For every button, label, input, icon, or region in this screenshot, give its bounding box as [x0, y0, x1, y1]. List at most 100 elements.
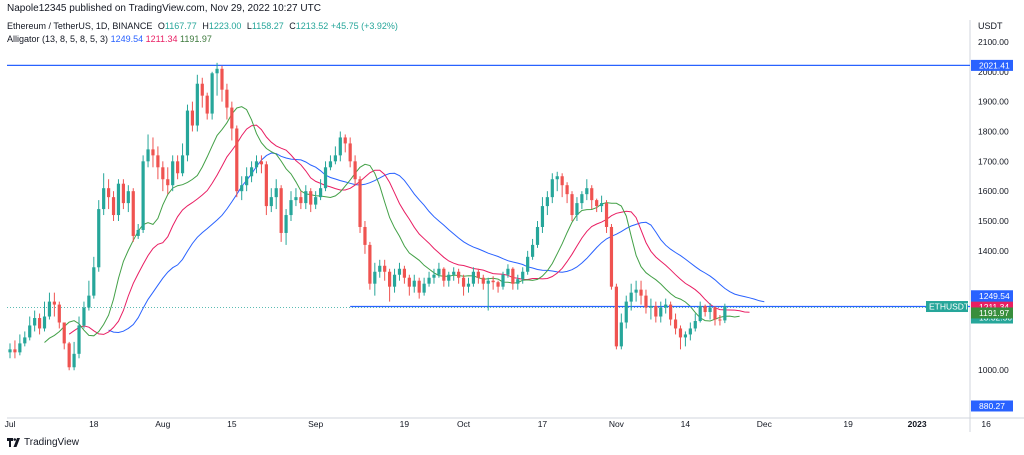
candle-body[interactable] [545, 197, 549, 207]
candle-body[interactable] [471, 271, 476, 284]
candle-body[interactable] [530, 244, 535, 257]
candle-body[interactable] [62, 322, 66, 344]
candle-body[interactable] [289, 200, 293, 216]
candle-body[interactable] [664, 304, 668, 308]
candle-body[interactable] [649, 306, 653, 308]
candle-body[interactable] [560, 176, 564, 186]
candle-body[interactable] [422, 283, 426, 293]
candle-body[interactable] [151, 149, 155, 156]
candle-body[interactable] [210, 73, 214, 114]
candle-body[interactable] [669, 304, 673, 320]
candle-body[interactable] [318, 188, 323, 198]
candle-body[interactable] [323, 167, 328, 189]
candle-body[interactable] [609, 226, 614, 287]
candle-body[interactable] [121, 183, 125, 204]
candle-body[interactable] [698, 306, 702, 321]
candle-body[interactable] [97, 209, 101, 268]
candle-body[interactable] [67, 343, 71, 368]
candle-body[interactable] [575, 203, 579, 216]
candle-body[interactable] [521, 271, 525, 280]
indicator-name[interactable]: Alligator (13, 8, 5, 8, 5, 3) [7, 34, 109, 44]
candle-body[interactable] [688, 328, 692, 335]
candle-body[interactable] [600, 203, 604, 207]
candle-body[interactable] [156, 155, 160, 168]
candle-body[interactable] [338, 137, 342, 156]
candle-body[interactable] [496, 282, 500, 287]
candle-body[interactable] [33, 318, 37, 326]
candle-body[interactable] [52, 301, 56, 305]
candle-body[interactable] [570, 194, 574, 216]
candle-body[interactable] [718, 319, 722, 321]
candle-body[interactable] [230, 107, 234, 129]
candle-body[interactable] [506, 268, 510, 275]
candle-body[interactable] [28, 325, 32, 338]
candle-body[interactable] [526, 256, 530, 272]
candle-body[interactable] [634, 289, 638, 293]
candle-body[interactable] [476, 271, 480, 278]
candle-body[interactable] [126, 191, 130, 204]
candle-body[interactable] [353, 161, 357, 180]
candle-body[interactable] [166, 179, 170, 186]
candle-body[interactable] [595, 200, 599, 207]
candle-body[interactable] [136, 229, 140, 236]
candle-body[interactable] [294, 197, 298, 201]
candle-body[interactable] [333, 155, 337, 162]
candle-body[interactable] [659, 307, 663, 317]
candle-body[interactable] [92, 267, 96, 296]
candle-body[interactable] [254, 161, 259, 168]
candle-body[interactable] [550, 179, 554, 198]
candle-body[interactable] [13, 349, 17, 353]
candle-body[interactable] [457, 271, 461, 278]
candle-body[interactable] [693, 321, 697, 329]
candle-body[interactable] [190, 110, 195, 126]
candle-body[interactable] [708, 307, 712, 313]
candle-body[interactable] [491, 280, 495, 283]
candle-body[interactable] [180, 155, 185, 174]
candle-body[interactable] [555, 176, 559, 180]
candle-body[interactable] [77, 325, 81, 354]
candle-body[interactable] [87, 295, 91, 308]
candle-body[interactable] [215, 68, 219, 74]
candle-body[interactable] [116, 183, 121, 216]
candle-body[interactable] [432, 274, 436, 278]
candle-body[interactable] [363, 226, 367, 245]
candle-body[interactable] [131, 191, 135, 236]
candle-body[interactable] [486, 280, 490, 284]
candle-body[interactable] [200, 83, 204, 96]
candle-body[interactable] [309, 191, 313, 205]
candle-body[interactable] [614, 286, 618, 347]
candle-body[interactable] [673, 319, 678, 329]
candle-body[interactable] [466, 283, 471, 287]
candle-body[interactable] [82, 307, 86, 326]
symbol-name[interactable]: Ethereum / TetherUS, 1D, BINANCE [7, 21, 153, 31]
candle-body[interactable] [402, 268, 406, 278]
candle-body[interactable] [392, 274, 397, 287]
candle-body[interactable] [723, 306, 727, 321]
candle-body[interactable] [511, 268, 515, 284]
candle-body[interactable] [604, 203, 609, 227]
candle-body[interactable] [348, 143, 352, 162]
candle-body[interactable] [644, 295, 648, 308]
candle-body[interactable] [161, 167, 165, 180]
candle-body[interactable] [141, 161, 145, 230]
candle-body[interactable] [304, 191, 308, 204]
candle-body[interactable] [259, 161, 264, 165]
candle-body[interactable] [678, 328, 683, 338]
candle-body[interactable] [629, 292, 633, 302]
candle-body[interactable] [683, 334, 688, 338]
candle-body[interactable] [580, 194, 584, 204]
candle-body[interactable] [383, 265, 387, 272]
candle-body[interactable] [18, 343, 22, 353]
candle-body[interactable] [240, 185, 244, 192]
candle-body[interactable] [284, 215, 288, 233]
candle-body[interactable] [269, 197, 273, 207]
candle-body[interactable] [299, 197, 303, 204]
candle-body[interactable] [107, 188, 111, 198]
candle-body[interactable] [57, 304, 61, 323]
candle-body[interactable] [37, 318, 42, 329]
candle-body[interactable] [245, 176, 249, 186]
candle-body[interactable] [195, 83, 199, 126]
candle-body[interactable] [249, 167, 254, 177]
candle-body[interactable] [703, 306, 707, 313]
